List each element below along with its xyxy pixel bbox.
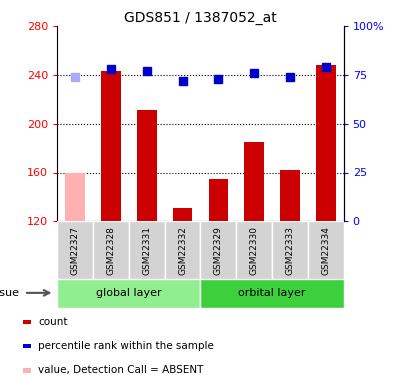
Bar	[93, 221, 129, 279]
Text: value, Detection Call = ABSENT: value, Detection Call = ABSENT	[38, 365, 203, 375]
Bar	[23, 320, 31, 324]
Bar	[308, 221, 344, 279]
Bar	[316, 65, 336, 221]
Text: GSM22327: GSM22327	[71, 226, 80, 275]
Text: GSM22331: GSM22331	[142, 226, 151, 275]
Bar	[57, 221, 93, 279]
Text: GSM22332: GSM22332	[178, 226, 187, 275]
Text: tissue: tissue	[0, 288, 20, 298]
Text: GSM22328: GSM22328	[107, 226, 115, 275]
Bar	[23, 344, 31, 348]
Text: percentile rank within the sample: percentile rank within the sample	[38, 341, 214, 351]
Bar	[101, 71, 121, 221]
Bar	[245, 142, 264, 221]
Text: count: count	[38, 316, 68, 327]
Bar	[165, 221, 201, 279]
Bar	[173, 208, 192, 221]
Title: GDS851 / 1387052_at: GDS851 / 1387052_at	[124, 11, 277, 25]
Bar	[201, 221, 236, 279]
Text: GSM22334: GSM22334	[321, 226, 330, 275]
Bar	[129, 221, 165, 279]
Bar	[280, 170, 300, 221]
Bar	[23, 368, 31, 373]
Text: GSM22330: GSM22330	[250, 226, 259, 275]
Bar	[57, 279, 201, 308]
Bar	[272, 221, 308, 279]
Text: global layer: global layer	[96, 288, 162, 298]
Bar	[201, 279, 344, 308]
Bar	[65, 172, 85, 221]
Bar	[209, 178, 228, 221]
Text: GSM22329: GSM22329	[214, 226, 223, 275]
Text: GSM22333: GSM22333	[286, 226, 294, 275]
Bar	[236, 221, 272, 279]
Text: orbital layer: orbital layer	[238, 288, 306, 298]
Bar	[137, 110, 156, 221]
